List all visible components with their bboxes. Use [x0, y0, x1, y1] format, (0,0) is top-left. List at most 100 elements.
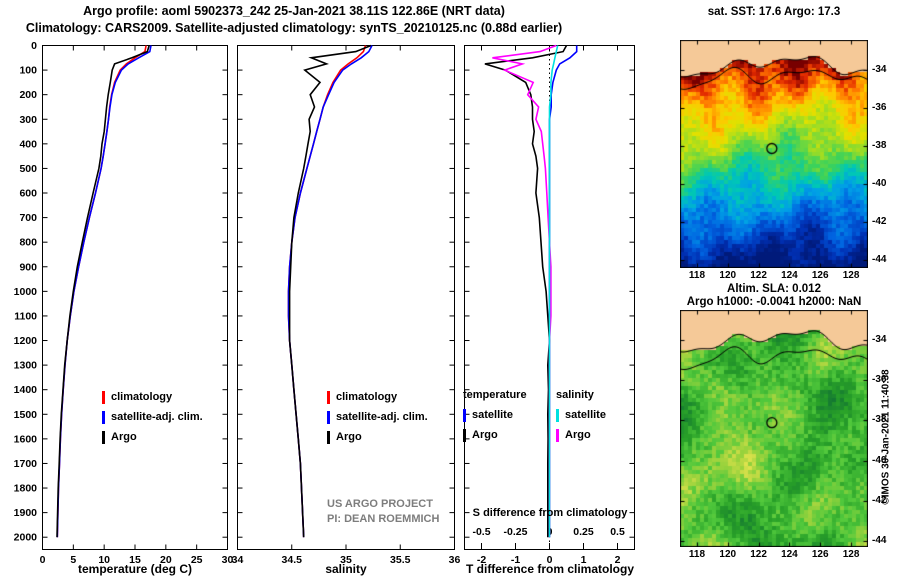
- map-lat-tick-label: -38: [872, 414, 887, 426]
- y-tick-label: 0: [31, 40, 37, 52]
- sst-map-canvas: [680, 40, 868, 268]
- climatology-legend-marker: [327, 390, 330, 404]
- plot-border: [237, 45, 455, 550]
- x-tick-label: -2: [477, 554, 486, 566]
- figure-subtitle: Climatology: CARS2009. Satellite-adjuste…: [25, 21, 563, 35]
- map-lon-tick-label: 120: [719, 549, 737, 560]
- map-lon-tick-label: 124: [781, 549, 798, 560]
- salinity-profile-panel: 34 34.5 35 35.5 36: [232, 44, 460, 566]
- map-lat-tick-label: -42: [872, 494, 887, 506]
- legend-item-satadj: satellite-adj. clim.: [327, 407, 428, 427]
- map-lon-tick-label: 126: [811, 549, 829, 560]
- legend-item-argo: Argo: [327, 427, 428, 447]
- map-lon-tick-label: 124: [781, 270, 798, 281]
- y-tick-label: 1000: [14, 286, 38, 298]
- map-lat-tick-label: -40: [872, 454, 887, 466]
- map-lat-tick-label: -34: [872, 64, 887, 76]
- sla-map-canvas: [680, 310, 868, 547]
- sla-map-title: Altim. SLA: 0.012: [727, 283, 821, 295]
- y-tick-label: 300: [19, 114, 37, 126]
- temperature-legend-header: temperature: [463, 389, 527, 401]
- legend-label: satellite: [472, 409, 513, 421]
- y-tick-label: 1100: [14, 310, 37, 322]
- legend-label: satellite-adj. clim.: [336, 411, 428, 423]
- salinity-legend: climatology satellite-adj. clim. Argo: [327, 387, 428, 447]
- series-argo: [56, 45, 150, 538]
- map-lat-tick-label: -44: [872, 534, 887, 546]
- map-lon-tick-label: 122: [750, 270, 767, 281]
- y-tick-label: 200: [19, 89, 37, 101]
- map-lon-tick-label: 126: [811, 270, 829, 281]
- map-lat-tick-label: -36: [872, 102, 887, 114]
- sla-map: 118 120 122 124 126 128 -34 -36 -38 -40 -42 -44: [680, 310, 886, 560]
- legend-label: Argo: [565, 429, 591, 441]
- x-tick-label: 0: [40, 554, 46, 566]
- legend-label: Argo: [472, 429, 498, 441]
- series-climatology: [56, 45, 147, 538]
- legend-item-argo: Argo: [102, 427, 203, 447]
- project-line-1: US ARGO PROJECT: [327, 498, 433, 510]
- map-lon-tick-label: 128: [842, 549, 860, 560]
- sla-map-subtitle: Argo h1000: -0.0041 h2000: NaN: [686, 296, 862, 308]
- s-difference-caption: S difference from climatology: [472, 507, 628, 519]
- x-tick-label: 20: [160, 554, 172, 566]
- legend-label: Argo: [111, 431, 137, 443]
- satadj-legend-marker: [327, 410, 330, 424]
- argo-t-legend-marker: [463, 428, 466, 442]
- s-axis-tick-label: -0.25: [504, 526, 528, 538]
- legend-item-argo-t: Argo: [463, 425, 527, 445]
- map-lon-tick-label: 118: [688, 270, 706, 281]
- s-axis-tick-label: -0.5: [472, 526, 490, 538]
- y-tick-label: 900: [19, 261, 37, 273]
- x-tick-label: 1: [581, 554, 587, 566]
- legend-item-climatology: climatology: [327, 387, 428, 407]
- legend-label: satellite-adj. clim.: [111, 411, 203, 423]
- x-tick-label: 5: [70, 554, 76, 566]
- y-tick-label: 600: [19, 188, 37, 200]
- x-tick-label: 36: [449, 554, 461, 566]
- map-lon-tick-label: 118: [688, 549, 706, 560]
- temperature-legend: climatology satellite-adj. clim. Argo: [102, 387, 203, 447]
- map-lon-tick-label: 128: [842, 270, 860, 281]
- legend-item-satellite-s: satellite: [556, 405, 606, 425]
- copyright-watermark: ©IMOS 30-Jan-2021 11:40:38: [880, 369, 892, 505]
- legend-item-argo-s: Argo: [556, 425, 606, 445]
- map-lat-tick-label: -38: [872, 140, 887, 152]
- x-tick-label: 10: [98, 554, 110, 566]
- y-tick-label: 1600: [14, 433, 38, 445]
- series-satellite-s: [548, 45, 559, 538]
- x-tick-label: 0: [547, 554, 553, 566]
- y-tick-label: 1800: [14, 483, 38, 495]
- x-tick-label: 25: [191, 554, 203, 566]
- y-tick-label: 1400: [14, 384, 38, 396]
- y-tick-label: 1500: [14, 409, 38, 421]
- y-tick-label: 100: [19, 65, 37, 77]
- map-lon-tick-label: 120: [719, 270, 737, 281]
- s-axis-tick-label: 0.25: [573, 526, 594, 538]
- series-argo-t: [484, 45, 568, 538]
- x-tick-label: 34: [232, 554, 244, 566]
- climatology-legend-marker: [102, 390, 105, 404]
- satellite-s-legend-marker: [556, 408, 559, 422]
- salinity-legend-header: salinity: [556, 389, 594, 401]
- map-lon-tick-label: 122: [750, 549, 767, 560]
- difference-profile-panel: -2 -1 0 1 2-0.5 -0.25 0 0.25 0.5: [464, 44, 635, 566]
- salinity-axis-label: salinity: [325, 562, 367, 576]
- legend-label: satellite: [565, 409, 606, 421]
- legend-item-satadj: satellite-adj. clim.: [102, 407, 203, 427]
- x-tick-label: 35.5: [390, 554, 411, 566]
- y-tick-label: 1700: [14, 458, 38, 470]
- y-tick-label: 400: [19, 138, 37, 150]
- satellite-t-legend-marker: [463, 408, 466, 422]
- t-difference-axis-label: T difference from climatology: [465, 562, 635, 576]
- map-lat-tick-label: -36: [872, 374, 887, 386]
- x-tick-label: 34.5: [282, 554, 303, 566]
- map-lat-tick-label: -40: [872, 178, 887, 190]
- argo-legend-marker: [102, 430, 105, 444]
- x-tick-label: 35: [340, 554, 352, 566]
- s-axis-tick-label: 0.5: [610, 526, 625, 538]
- legend-label: climatology: [111, 391, 173, 403]
- t-difference-legend: temperature satellite Argo: [463, 385, 527, 445]
- x-tick-label: -1: [511, 554, 520, 566]
